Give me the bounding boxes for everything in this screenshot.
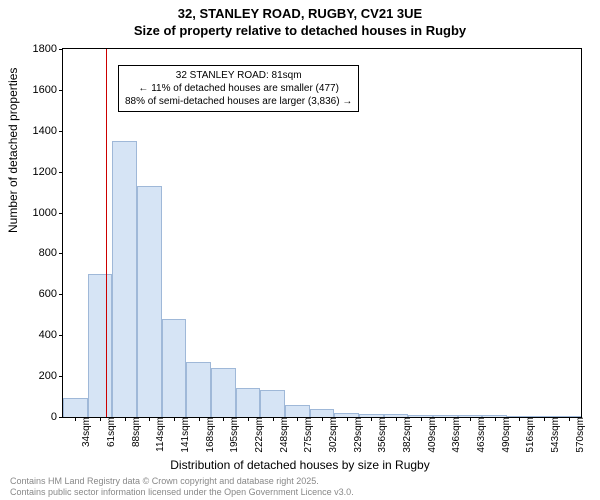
histogram-bar [260,390,285,417]
info-box: 32 STANLEY ROAD: 81sqm← 11% of detached … [118,65,359,112]
x-tick-label: 329sqm [351,417,364,453]
x-tick-label: 61sqm [104,417,117,447]
y-tick-mark [59,90,63,91]
chart-container: 32, STANLEY ROAD, RUGBY, CV21 3UE Size o… [0,0,600,500]
x-tick-label: 463sqm [474,417,487,453]
x-tick-mark [297,417,298,421]
info-line: 32 STANLEY ROAD: 81sqm [125,69,352,82]
y-tick-mark [59,49,63,50]
x-tick-label: 516sqm [523,417,536,453]
x-tick-mark [199,417,200,421]
y-tick-mark [59,253,63,254]
y-tick-mark [59,213,63,214]
x-tick-mark [174,417,175,421]
y-tick-mark [59,172,63,173]
y-tick-mark [59,335,63,336]
footnote-line2: Contains public sector information licen… [10,487,354,498]
x-tick-mark [347,417,348,421]
x-tick-mark [421,417,422,421]
x-tick-label: 168sqm [203,417,216,453]
x-tick-label: 248sqm [277,417,290,453]
x-tick-mark [248,417,249,421]
chart-subtitle: Size of property relative to detached ho… [0,23,600,38]
y-tick-mark [59,294,63,295]
x-tick-mark [519,417,520,421]
histogram-bar [63,398,88,417]
footnote-line1: Contains HM Land Registry data © Crown c… [10,476,354,487]
x-tick-label: 34sqm [79,417,92,447]
x-tick-mark [396,417,397,421]
x-tick-mark [569,417,570,421]
y-tick-mark [59,417,63,418]
histogram-bar [88,274,113,417]
histogram-bar [162,319,187,417]
histogram-bar [310,409,335,417]
plot-area: 02004006008001000120014001600180034sqm61… [62,48,582,418]
x-axis-label: Distribution of detached houses by size … [0,458,600,472]
info-line: ← 11% of detached houses are smaller (47… [125,82,352,95]
x-tick-label: 302sqm [326,417,339,453]
x-tick-mark [495,417,496,421]
x-tick-mark [273,417,274,421]
x-tick-label: 490sqm [499,417,512,453]
histogram-bar [112,141,137,417]
x-tick-mark [322,417,323,421]
x-tick-mark [149,417,150,421]
y-tick-mark [59,131,63,132]
histogram-bar [285,405,310,417]
x-tick-label: 275sqm [301,417,314,453]
x-tick-mark [470,417,471,421]
x-tick-mark [371,417,372,421]
x-tick-label: 570sqm [573,417,586,453]
x-tick-label: 356sqm [375,417,388,453]
chart-title: 32, STANLEY ROAD, RUGBY, CV21 3UE [0,0,600,23]
y-tick-mark [59,376,63,377]
x-tick-mark [223,417,224,421]
x-tick-label: 222sqm [252,417,265,453]
histogram-bar [211,368,236,417]
x-tick-mark [544,417,545,421]
x-tick-mark [445,417,446,421]
x-tick-label: 195sqm [227,417,240,453]
x-tick-mark [125,417,126,421]
histogram-bar [236,388,261,417]
x-tick-mark [100,417,101,421]
x-tick-label: 436sqm [449,417,462,453]
y-axis-label: Number of detached properties [6,68,20,233]
x-tick-mark [75,417,76,421]
histogram-bar [186,362,211,417]
x-tick-label: 141sqm [178,417,191,453]
reference-line [106,49,107,417]
histogram-bar [137,186,162,417]
x-tick-label: 114sqm [153,417,166,452]
footnote: Contains HM Land Registry data © Crown c… [10,476,354,498]
x-tick-label: 382sqm [400,417,413,453]
x-tick-label: 543sqm [548,417,561,453]
info-line: 88% of semi-detached houses are larger (… [125,95,352,108]
x-tick-label: 88sqm [129,417,142,447]
x-tick-label: 409sqm [425,417,438,453]
